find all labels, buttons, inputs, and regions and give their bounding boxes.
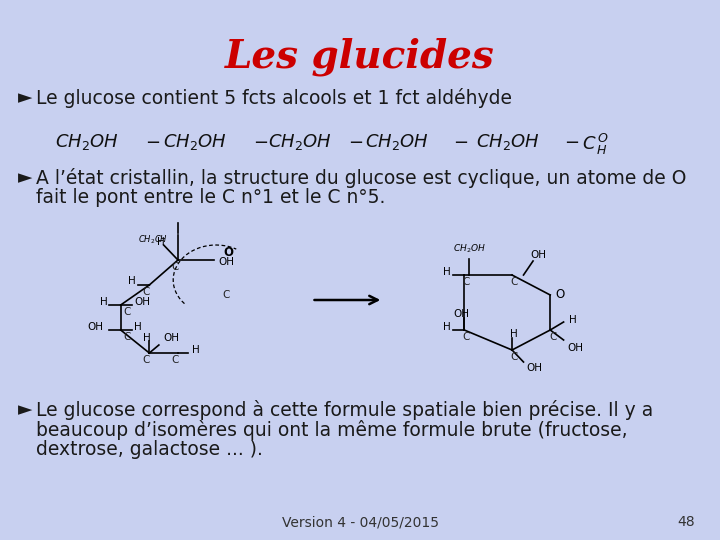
- Text: $-$: $-$: [253, 132, 268, 150]
- Text: OH: OH: [218, 257, 234, 267]
- Text: A l’état cristallin, la structure du glucose est cyclique, un atome de O: A l’état cristallin, la structure du glu…: [36, 168, 686, 188]
- Text: C: C: [143, 287, 150, 297]
- Text: H: H: [570, 315, 577, 325]
- Text: C: C: [171, 262, 179, 272]
- Text: $\mathit{CH_2OH}$: $\mathit{CH_2OH}$: [55, 132, 119, 152]
- Text: OH: OH: [88, 322, 104, 332]
- Text: ►: ►: [18, 168, 32, 187]
- Text: $\mathit{CH_2OH}$: $\mathit{CH_2OH}$: [476, 132, 540, 152]
- Text: H: H: [444, 322, 451, 332]
- Text: C: C: [143, 355, 150, 365]
- Text: $\mathit{CH_2OH}$: $\mathit{CH_2OH}$: [268, 132, 332, 152]
- Text: $\mathit{CH_2OH}$: $\mathit{CH_2OH}$: [163, 132, 227, 152]
- Text: OH: OH: [526, 363, 542, 373]
- Text: Les glucides: Les glucides: [225, 38, 495, 77]
- Text: OH: OH: [134, 297, 150, 307]
- Text: H: H: [143, 333, 150, 343]
- Text: C: C: [549, 332, 557, 342]
- Text: beaucoup d’isomères qui ont la même formule brute (fructose,: beaucoup d’isomères qui ont la même form…: [36, 420, 628, 440]
- Text: OH: OH: [454, 309, 469, 319]
- Text: C: C: [124, 332, 131, 342]
- Text: H: H: [128, 276, 136, 286]
- Text: H: H: [134, 322, 142, 332]
- Text: dextrose, galactose ... ).: dextrose, galactose ... ).: [36, 440, 263, 459]
- Text: $-$: $-$: [145, 132, 160, 150]
- Text: $\mathit{CH_2OH}$: $\mathit{CH_2OH}$: [365, 132, 429, 152]
- Text: H: H: [444, 267, 451, 277]
- Text: H: H: [510, 329, 518, 339]
- Text: C: C: [222, 290, 230, 300]
- Text: C: C: [510, 352, 518, 362]
- Text: O: O: [223, 246, 233, 259]
- Text: Version 4 - 04/05/2015: Version 4 - 04/05/2015: [282, 515, 438, 529]
- Text: H: H: [157, 237, 165, 247]
- Text: OH: OH: [567, 343, 583, 353]
- Text: H: H: [192, 345, 200, 355]
- Text: C: C: [171, 355, 179, 365]
- Text: ►: ►: [18, 88, 32, 107]
- Text: Le glucose correspond à cette formule spatiale bien précise. Il y a: Le glucose correspond à cette formule sp…: [36, 400, 653, 420]
- Text: $CH_2CH$: $CH_2CH$: [138, 233, 168, 246]
- Text: C: C: [510, 277, 518, 287]
- Text: $-$: $-$: [564, 132, 579, 150]
- Text: C: C: [124, 307, 131, 317]
- Text: $-$: $-$: [348, 132, 363, 150]
- Text: $CH_2OH$: $CH_2OH$: [453, 242, 485, 255]
- Text: OH: OH: [531, 250, 546, 260]
- Text: $\mathit{C}^{\,O}_{\,H}$: $\mathit{C}^{\,O}_{\,H}$: [582, 132, 609, 157]
- Text: ►: ►: [18, 400, 32, 419]
- Text: Le glucose contient 5 fcts alcools et 1 fct aldéhyde: Le glucose contient 5 fcts alcools et 1 …: [36, 88, 512, 108]
- Text: fait le pont entre le C n°1 et le C n°5.: fait le pont entre le C n°1 et le C n°5.: [36, 188, 385, 207]
- Text: OH: OH: [163, 333, 179, 343]
- Text: O: O: [555, 288, 564, 301]
- Text: $-$: $-$: [453, 132, 468, 150]
- Text: C: C: [462, 332, 470, 342]
- Text: C: C: [462, 277, 470, 287]
- Text: H: H: [99, 297, 107, 307]
- Text: 48: 48: [678, 515, 695, 529]
